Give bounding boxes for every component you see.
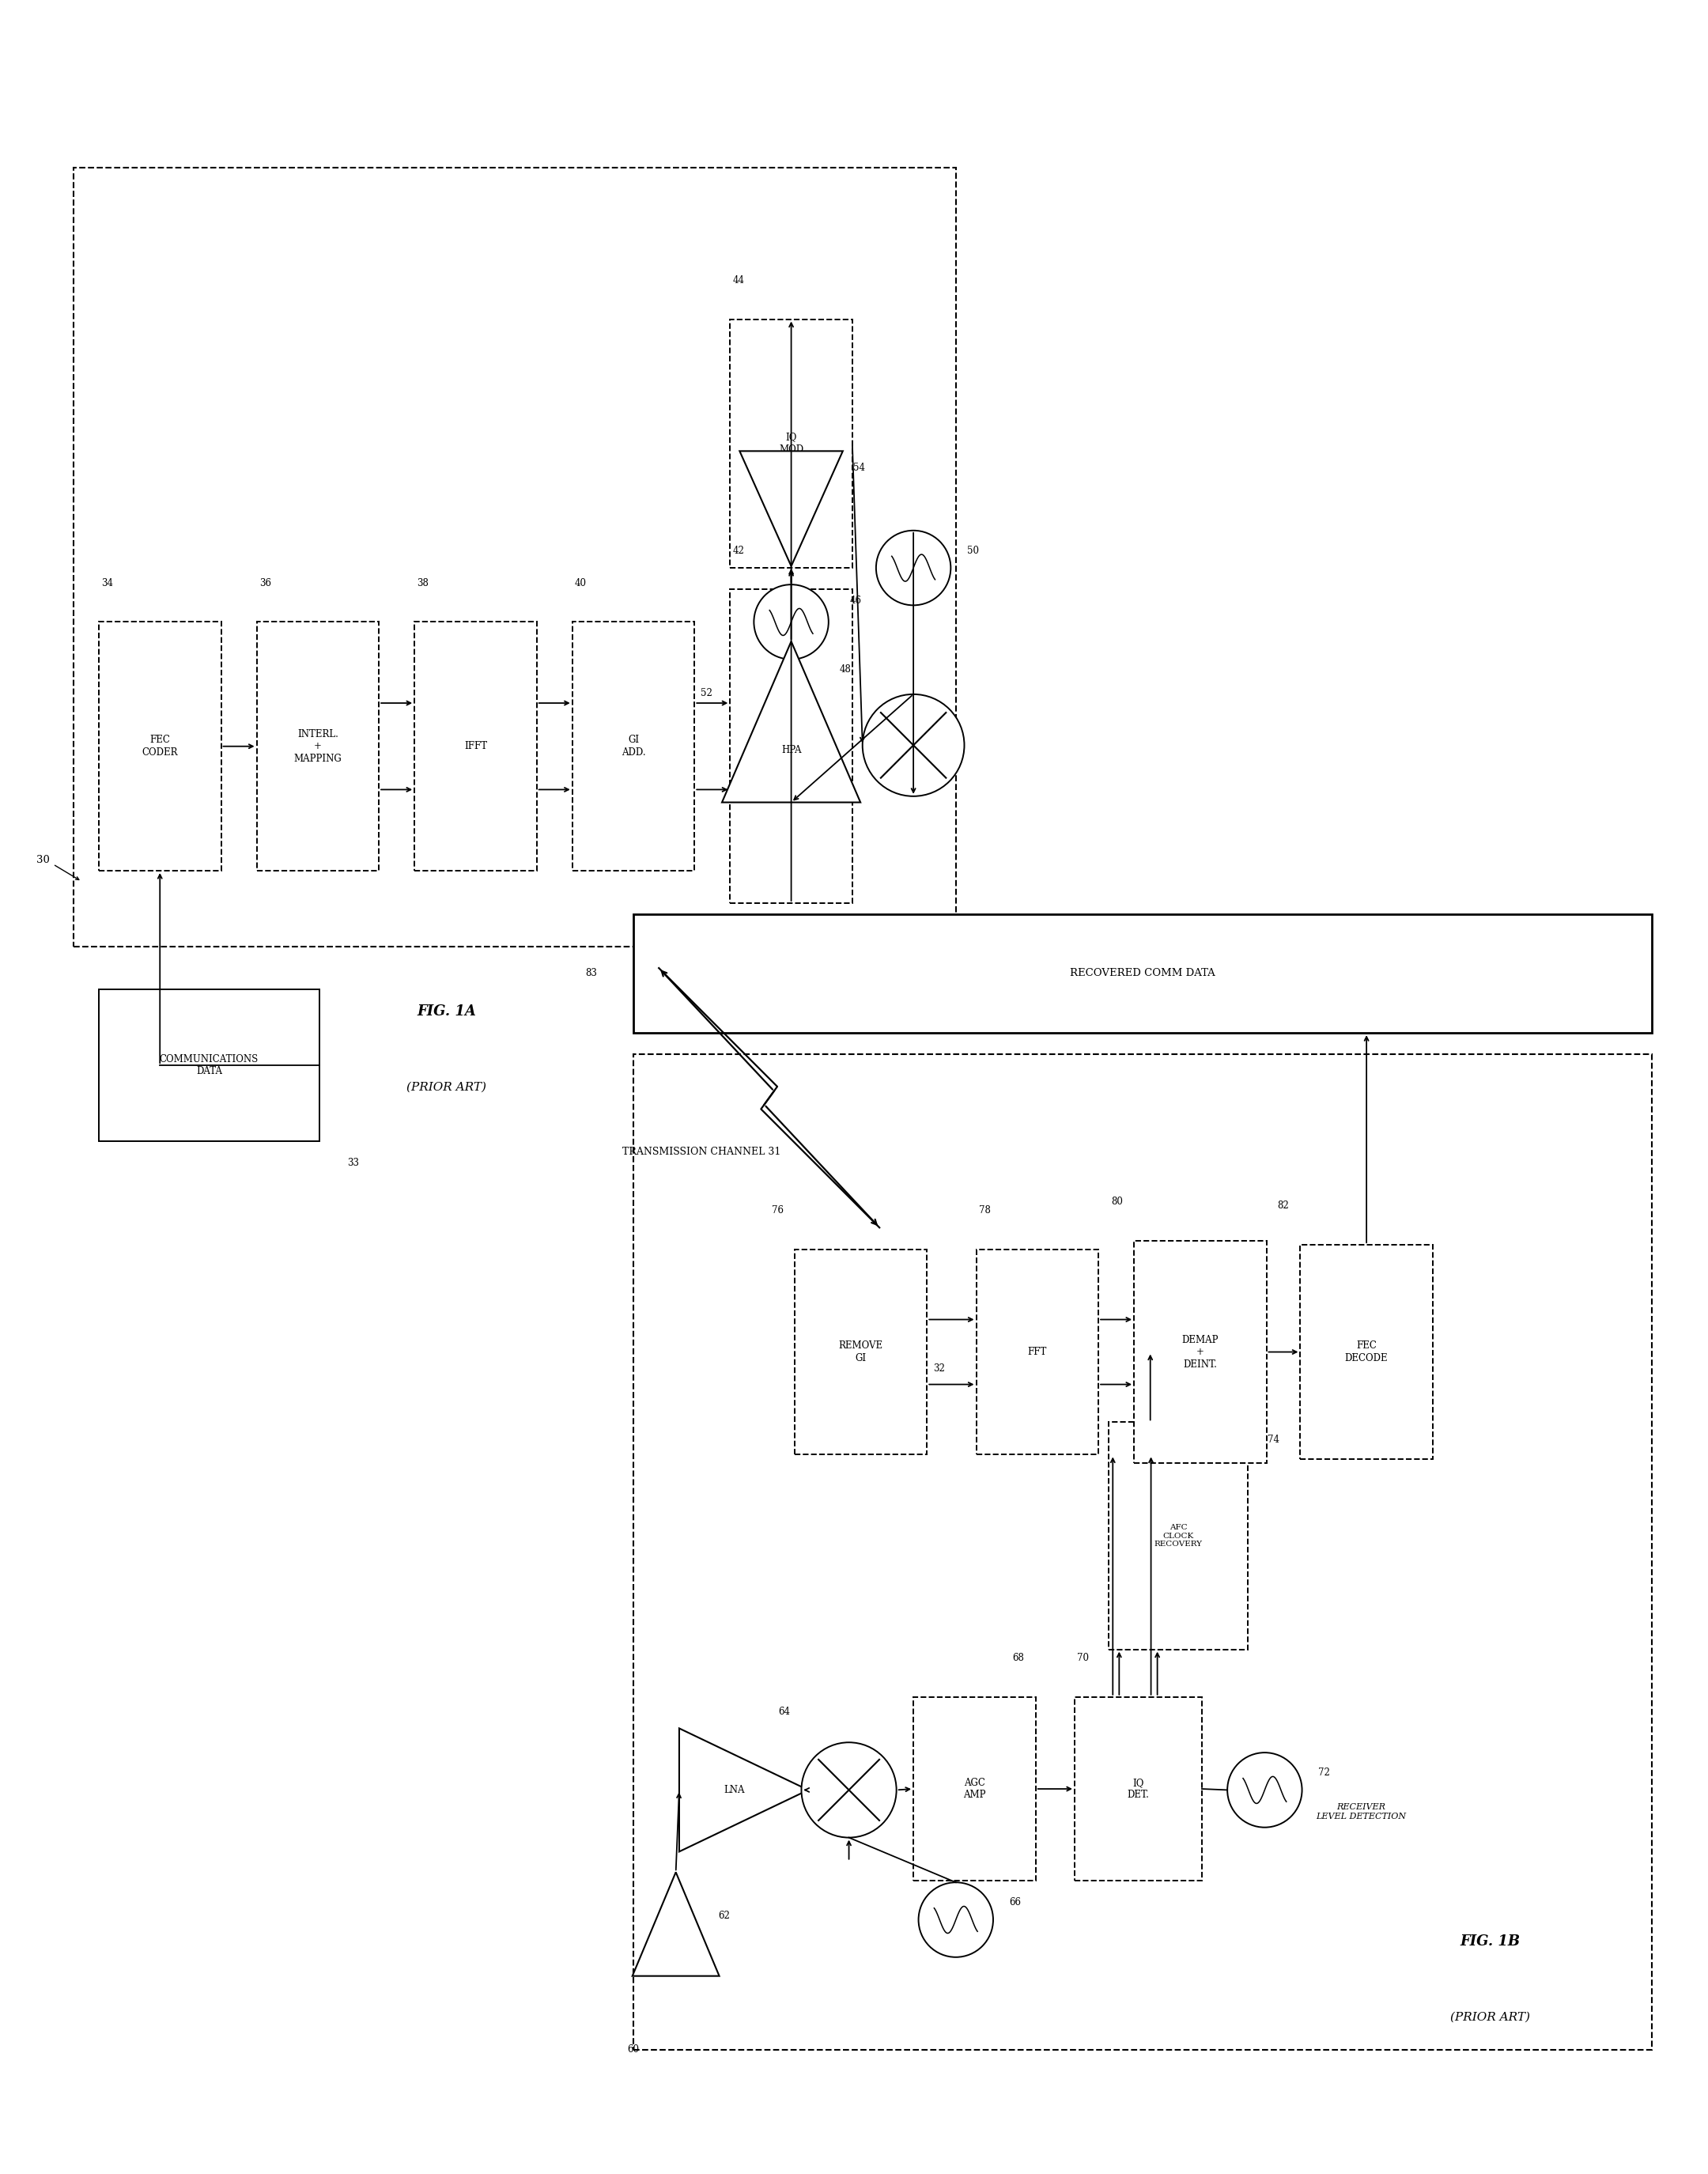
Text: 66: 66	[1009, 1898, 1021, 1907]
Text: 52: 52	[700, 689, 712, 698]
Text: COMMUNICATIONS
DATA: COMMUNICATIONS DATA	[159, 1054, 258, 1076]
Text: 44: 44	[733, 276, 745, 285]
Text: INTERL.
+
MAPPING: INTERL. + MAPPING	[294, 728, 342, 763]
Polygon shape	[740, 450, 842, 565]
Bar	[914, 1698, 1035, 1881]
Text: 72: 72	[1319, 1767, 1331, 1778]
Bar	[99, 622, 220, 872]
Text: TRANSMISSION CHANNEL 31: TRANSMISSION CHANNEL 31	[622, 1146, 781, 1157]
Text: 32: 32	[933, 1363, 945, 1374]
Text: LNA: LNA	[724, 1785, 745, 1796]
Text: 78: 78	[979, 1204, 991, 1215]
Text: 68: 68	[1013, 1652, 1025, 1663]
Text: 64: 64	[779, 1707, 791, 1717]
Text: 42: 42	[733, 546, 745, 557]
Text: 74: 74	[1267, 1435, 1279, 1446]
Text: 30: 30	[36, 854, 50, 865]
Text: 40: 40	[576, 578, 588, 589]
Text: 48: 48	[840, 665, 851, 674]
Text: RECEIVER
LEVEL DETECTION: RECEIVER LEVEL DETECTION	[1315, 1802, 1406, 1820]
Polygon shape	[722, 641, 861, 802]
Bar	[634, 1054, 1652, 2050]
Ellipse shape	[1228, 1752, 1301, 1828]
Text: 70: 70	[1078, 1652, 1090, 1663]
Polygon shape	[680, 1728, 808, 1852]
Bar	[1134, 1241, 1266, 1463]
Bar	[634, 913, 1652, 1033]
Text: 62: 62	[719, 1911, 731, 1920]
Text: FIG. 1A: FIG. 1A	[417, 1004, 477, 1017]
Text: 60: 60	[627, 2044, 639, 2054]
Ellipse shape	[801, 1741, 897, 1837]
Text: HPA: HPA	[781, 746, 801, 757]
Text: SYMBOL
WAVE
SHAPING: SYMBOL WAVE SHAPING	[769, 728, 815, 763]
Text: RECOVERED COMM DATA: RECOVERED COMM DATA	[1069, 967, 1214, 978]
Bar	[1300, 1246, 1433, 1459]
Text: 82: 82	[1278, 1200, 1290, 1211]
Text: (PRIOR ART): (PRIOR ART)	[407, 1080, 487, 1094]
Text: (PRIOR ART): (PRIOR ART)	[1450, 2011, 1530, 2022]
Text: 46: 46	[851, 596, 861, 607]
Text: 76: 76	[772, 1204, 784, 1215]
Text: 80: 80	[1112, 1196, 1122, 1207]
Text: 50: 50	[967, 546, 979, 557]
Bar	[729, 589, 852, 902]
Bar	[73, 167, 956, 946]
Text: 38: 38	[417, 578, 429, 589]
Text: 36: 36	[260, 578, 272, 589]
Bar	[1074, 1698, 1202, 1881]
Text: FFT: FFT	[1028, 1348, 1047, 1357]
Bar	[415, 622, 536, 872]
Text: AGC
AMP: AGC AMP	[963, 1778, 986, 1800]
Text: FEC
DECODE: FEC DECODE	[1344, 1341, 1389, 1363]
Text: REMOVE
GI: REMOVE GI	[839, 1341, 883, 1363]
Ellipse shape	[753, 585, 828, 659]
Ellipse shape	[876, 530, 951, 604]
Text: GI
ADD.: GI ADD.	[622, 735, 646, 757]
Text: IQ
DET.: IQ DET.	[1127, 1778, 1149, 1800]
Text: FIG. 1B: FIG. 1B	[1460, 1935, 1520, 1948]
Bar	[572, 622, 695, 872]
Bar	[977, 1250, 1098, 1454]
Text: 33: 33	[347, 1157, 359, 1167]
Polygon shape	[632, 1872, 719, 1976]
Ellipse shape	[919, 1883, 992, 1957]
Text: 83: 83	[586, 967, 596, 978]
Bar	[99, 989, 319, 1141]
Bar	[256, 622, 379, 872]
Ellipse shape	[863, 694, 965, 796]
Text: AFC
CLOCK
RECOVERY: AFC CLOCK RECOVERY	[1155, 1524, 1202, 1548]
Text: 54: 54	[854, 463, 864, 472]
Bar	[794, 1250, 927, 1454]
Text: IQ
MOD: IQ MOD	[779, 433, 803, 454]
Bar	[729, 320, 852, 567]
Text: FEC
CODER: FEC CODER	[142, 735, 178, 757]
Text: 34: 34	[101, 578, 113, 589]
Text: DEMAP
+
DEINT.: DEMAP + DEINT.	[1182, 1335, 1218, 1370]
Text: IFFT: IFFT	[465, 741, 487, 752]
Bar	[1108, 1422, 1249, 1650]
